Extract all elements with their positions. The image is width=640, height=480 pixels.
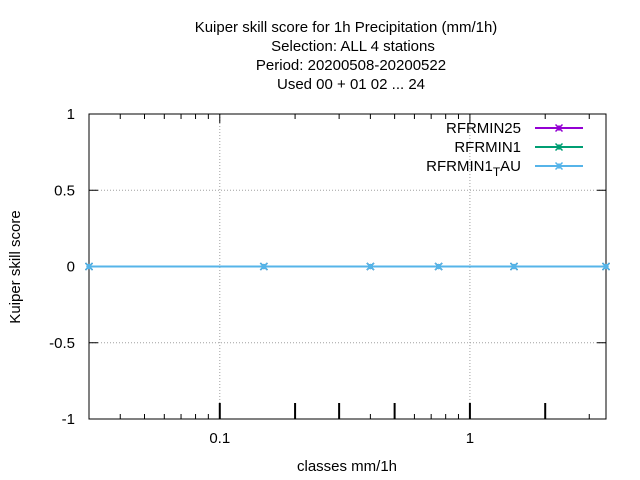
data-point [259, 262, 268, 271]
legend-point [554, 123, 564, 133]
x-axis-label: classes mm/1h [297, 458, 397, 475]
legend-entry-rfrmin1: RFRMIN1 [454, 139, 583, 156]
legend-entry-rfrmin1-tau: RFRMIN1TAU [426, 158, 583, 179]
legend-label-rfrmin25: RFRMIN25 [446, 120, 521, 137]
tick-labels: 1 0.5 0 -0.5 -1 0.1 1 [49, 106, 474, 447]
data-point [434, 262, 443, 271]
title-line-3: Period: 20200508-20200522 [256, 57, 446, 74]
legend-label-tail: AU [500, 158, 521, 175]
legend-marker-rfrmin1 [554, 142, 564, 152]
y-tick-label: 0 [67, 259, 75, 276]
data-point [366, 262, 375, 271]
y-axis-label: Kuiper skill score [7, 210, 24, 323]
legend-label-main: RFRMIN1 [426, 158, 493, 175]
data-point [601, 262, 611, 271]
legend-marker-rfrmin25 [554, 123, 564, 133]
data-point [509, 262, 518, 271]
legend-point [554, 161, 564, 171]
y-tick-label: -0.5 [49, 335, 75, 352]
legend-entry-rfrmin25: RFRMIN25 [446, 120, 583, 137]
title-line-2: Selection: ALL 4 stations [271, 38, 435, 55]
legend-label-subscript: T [493, 165, 501, 179]
chart-title: Kuiper skill score for 1h Precipitation … [195, 19, 498, 93]
x-tick-label: 1 [466, 430, 474, 447]
legend-label-rfrmin1: RFRMIN1 [454, 139, 521, 156]
y-tick-label: -1 [62, 411, 75, 428]
x-tick-label: 0.1 [209, 430, 230, 447]
legend-point [554, 142, 564, 152]
title-line-1: Kuiper skill score for 1h Precipitation … [195, 19, 498, 36]
series-lines [84, 262, 611, 271]
legend-label-rfrmin1-tau: RFRMIN1TAU [426, 158, 521, 179]
legend: RFRMIN25 RFRMIN1 RFRMIN1TAU [426, 120, 583, 179]
data-point [84, 262, 94, 271]
title-line-4: Used 00 + 01 02 ... 24 [277, 76, 425, 93]
y-tick-label: 0.5 [54, 182, 75, 199]
legend-marker-rfrmin1-tau [554, 161, 564, 171]
y-tick-label: 1 [67, 106, 75, 123]
